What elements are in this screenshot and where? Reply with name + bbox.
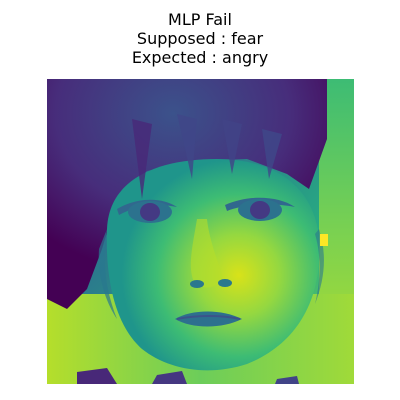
right-nostril — [218, 279, 232, 287]
bottom-dark-patch-left — [77, 368, 117, 384]
title-line-model: MLP Fail — [168, 10, 232, 29]
left-eye-iris — [140, 203, 160, 221]
mouth — [175, 311, 242, 327]
left-nostril — [190, 280, 204, 288]
bottom-dark-patch-right — [275, 376, 299, 384]
hair-strand-1 — [132, 119, 152, 199]
right-eye-iris — [250, 201, 270, 219]
face-left-shadow — [98, 229, 117, 319]
face-right-shadow — [315, 229, 324, 304]
lip-line — [176, 315, 241, 320]
hair-region — [47, 79, 327, 309]
figure-title: MLP Fail Supposed : fear Expected : angr… — [0, 10, 400, 67]
bottom-dark-patch-mid — [152, 371, 187, 384]
viridis-face-rendering — [47, 79, 354, 384]
hair-strand-3 — [222, 119, 242, 174]
title-line-supposed: Supposed : fear — [136, 29, 264, 48]
face-image — [47, 79, 354, 384]
hair-strand-4 — [262, 129, 282, 179]
bright-highlight — [320, 234, 328, 246]
title-line-expected: Expected : angry — [131, 48, 269, 67]
hair-strand-2 — [177, 114, 197, 179]
nose-bridge — [190, 219, 223, 288]
